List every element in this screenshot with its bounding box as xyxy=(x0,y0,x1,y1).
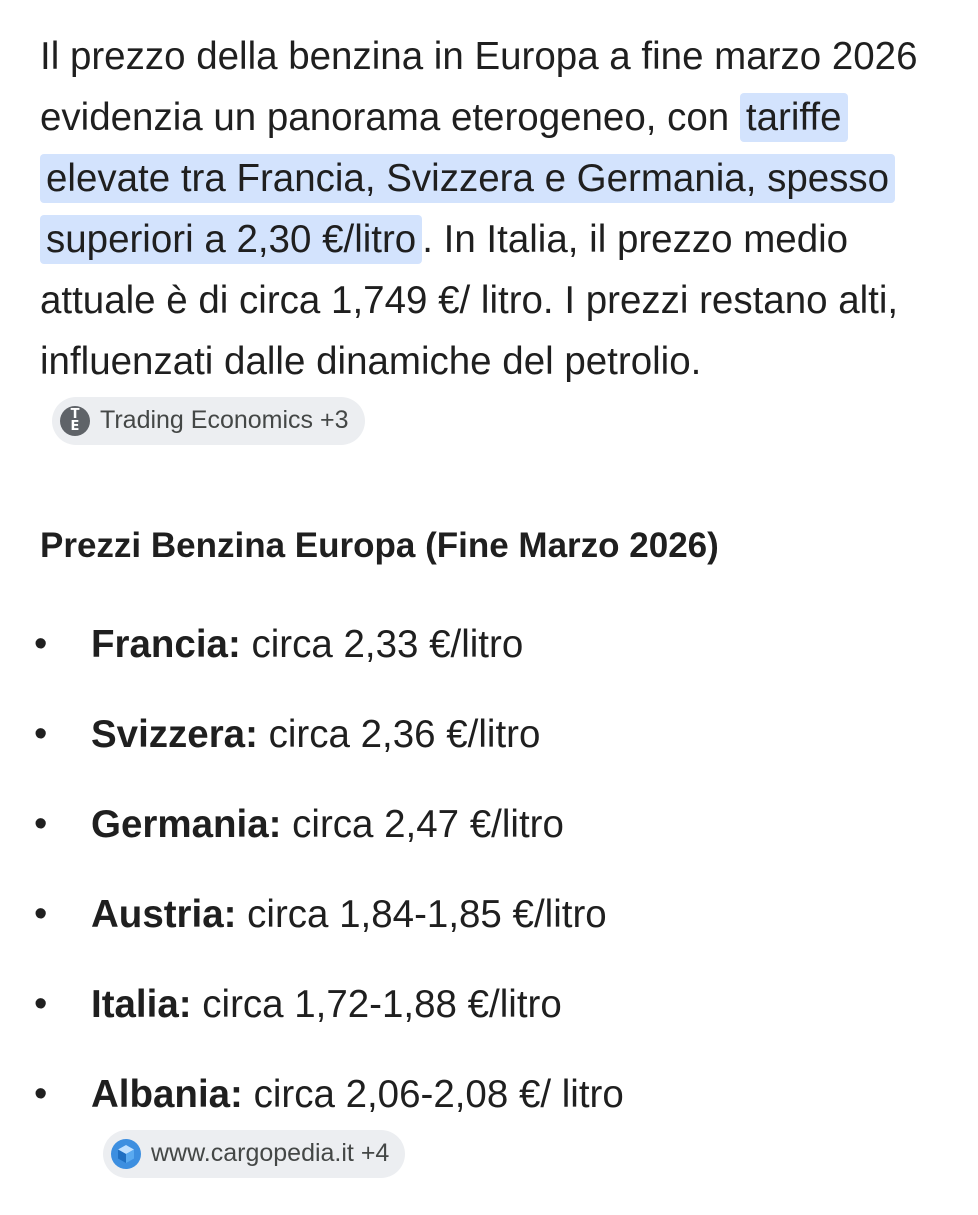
price-value: circa 2,33 €/litro xyxy=(240,623,524,666)
source-chip-label: www.cargopedia.it +4 xyxy=(151,1139,390,1168)
bullet: • xyxy=(34,623,48,665)
price-value: circa 2,36 €/litro xyxy=(257,713,541,756)
country-label: Francia: xyxy=(91,623,241,666)
cargopedia-icon xyxy=(111,1138,141,1169)
country-label: Svizzera: xyxy=(91,713,258,756)
source-chip-label: Trading Economics +3 xyxy=(100,406,349,435)
bullet: • xyxy=(34,803,48,845)
list-item-germania: • Germania: circa 2,47 €/litro xyxy=(34,794,940,855)
bullet: • xyxy=(34,1073,48,1115)
intro-text-end: . In Italia, il prezzo medio attuale è d… xyxy=(40,218,899,383)
price-value: circa 2,47 €/litro xyxy=(281,803,564,846)
intro-paragraph: Il prezzo della benzina in Europa a fine… xyxy=(40,26,940,453)
list-item-francia: • Francia: circa 2,33 €/litro xyxy=(34,614,940,675)
price-value: circa 1,84-1,85 €/litro xyxy=(236,893,607,936)
list-item-italia: • Italia: circa 1,72-1,88 €/litro xyxy=(34,974,940,1035)
list-item-svizzera: • Svizzera: circa 2,36 €/litro xyxy=(34,704,940,765)
country-label: Austria: xyxy=(91,893,237,936)
bullet: • xyxy=(34,983,48,1025)
list-item-albania: • Albania: circa 2,06-2,08 €/ litro www.ca… xyxy=(34,1064,651,1186)
ai-answer: Il prezzo della benzina in Europa a fine… xyxy=(34,26,940,1178)
source-chip-trading-economics[interactable]: T E Trading Economics +3 xyxy=(52,396,365,445)
source-chip-cargopedia[interactable]: www.cargopedia.it +4 xyxy=(103,1129,406,1178)
list-item-austria: • Austria: circa 1,84-1,85 €/litro xyxy=(34,884,940,945)
country-label: Albania: xyxy=(91,1073,243,1116)
bullet: • xyxy=(34,713,48,755)
price-list: • Francia: circa 2,33 €/litro • Svizzera: … xyxy=(34,614,940,1215)
intro-text-start: Il prezzo della benzina in Europa a fine… xyxy=(40,35,918,139)
country-label: Germania: xyxy=(91,803,282,846)
country-label: Italia: xyxy=(91,983,192,1026)
price-value: circa 1,72-1,88 €/litro xyxy=(191,983,562,1026)
bullet: • xyxy=(34,893,48,935)
price-value: circa 2,06-2,08 €/ litro xyxy=(242,1073,624,1116)
section-title: Prezzi Benzina Europa (Fine Marzo 2026) xyxy=(40,526,719,565)
